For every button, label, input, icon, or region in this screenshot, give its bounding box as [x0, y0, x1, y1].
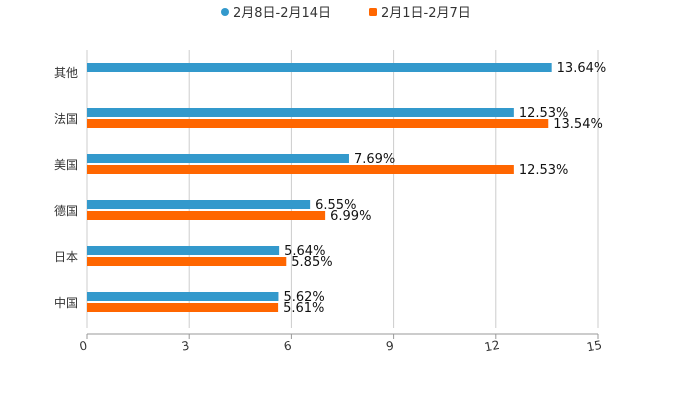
data-label: 13.64% [557, 61, 607, 76]
x-tick-label: 9 [385, 339, 395, 354]
legend-label: 2月8日-2月14日 [233, 6, 331, 21]
category-label: 德国 [54, 203, 78, 218]
category-label: 日本 [54, 250, 78, 264]
data-label: 5.64% [284, 244, 325, 259]
bar-series2 [87, 257, 287, 266]
x-tick-label: 3 [181, 339, 191, 354]
data-label: 12.53% [519, 163, 569, 178]
legend-marker-square [369, 8, 377, 16]
legend-label: 2月1日-2月7日 [381, 6, 471, 21]
data-label: 7.69% [354, 152, 395, 167]
x-tick-label: 12 [483, 338, 500, 354]
bar-series1 [87, 200, 311, 209]
bar-series2 [87, 211, 326, 220]
bar-series2 [87, 303, 279, 312]
data-label: 5.61% [283, 301, 324, 316]
x-tick-label: 6 [283, 339, 293, 354]
data-label: 12.53% [519, 106, 569, 121]
bar-series1 [87, 292, 279, 301]
data-label: 13.54% [553, 117, 603, 132]
x-tick-label: 0 [78, 339, 88, 354]
bar-series1 [87, 108, 514, 117]
category-label: 法国 [54, 112, 78, 126]
bar-series2 [87, 165, 514, 174]
bar-series1 [87, 63, 552, 72]
data-label: 5.85% [291, 255, 332, 270]
category-label: 其他 [54, 66, 78, 80]
bar-series2 [87, 119, 549, 128]
category-label: 美国 [54, 158, 78, 172]
x-tick-label: 15 [586, 338, 603, 354]
data-label: 6.99% [330, 209, 371, 224]
bar-series1 [87, 246, 280, 255]
legend-marker-circle [221, 8, 229, 16]
bar-series1 [87, 154, 349, 163]
category-label: 中国 [54, 295, 78, 310]
data-label: 6.55% [315, 198, 356, 213]
data-label: 5.62% [283, 290, 324, 305]
